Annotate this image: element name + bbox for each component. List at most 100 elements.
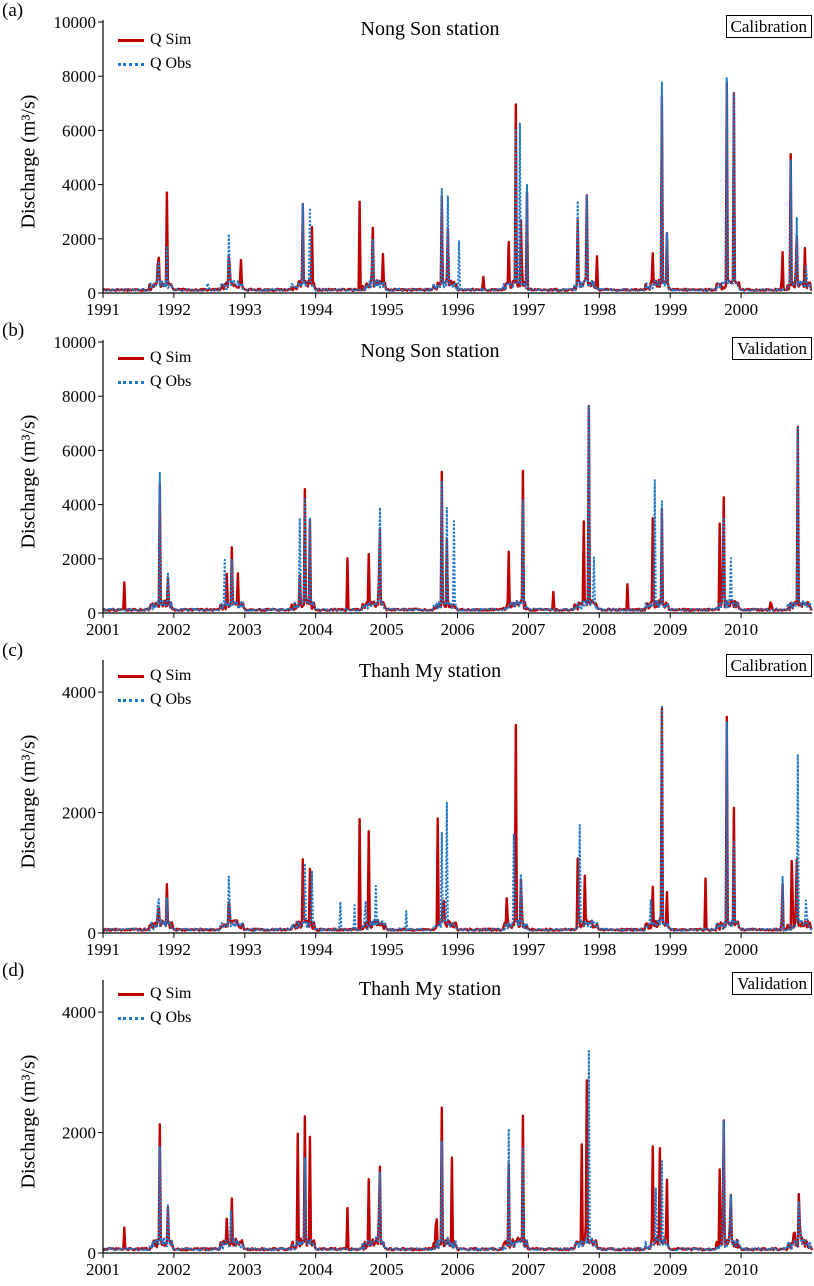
x-tick-label: 2003 bbox=[228, 1260, 262, 1278]
x-tick-label: 2007 bbox=[511, 620, 546, 638]
sim-series-line bbox=[102, 707, 813, 932]
x-tick-label: 1995 bbox=[370, 300, 404, 318]
y-tick-label: 10000 bbox=[54, 13, 97, 32]
y-tick-label: 4000 bbox=[62, 683, 96, 702]
legend-item-sim: Q Sim bbox=[118, 982, 191, 1006]
sim-series-line bbox=[102, 404, 813, 612]
y-tick-label: 2000 bbox=[62, 1124, 96, 1143]
y-tick-label: 0 bbox=[88, 924, 97, 943]
y-tick-label: 6000 bbox=[62, 441, 96, 460]
sim-line-swatch bbox=[118, 38, 144, 42]
legend-item-obs: Q Obs bbox=[118, 1006, 191, 1030]
x-tick-label: 2000 bbox=[724, 940, 758, 958]
panel-label: (c) bbox=[2, 640, 24, 661]
period-box: Calibration bbox=[725, 654, 812, 677]
x-tick-label: 1999 bbox=[653, 940, 687, 958]
y-axis-label: Discharge (m³/s) bbox=[17, 1054, 40, 1189]
y-tick-label: 8000 bbox=[62, 387, 96, 406]
y-tick-label: 4000 bbox=[62, 176, 96, 195]
x-tick-label: 2007 bbox=[511, 1260, 546, 1278]
x-tick-label: 1992 bbox=[157, 300, 191, 318]
panel-c: 0 2000 4000 1991 1992 1993 1994 1995 1996 1997 199… bbox=[0, 640, 814, 958]
legend-item-obs: Q Obs bbox=[118, 52, 191, 76]
x-tick-label: 2005 bbox=[370, 1260, 404, 1278]
legend-sim-label: Q Sim bbox=[150, 31, 192, 48]
x-tick-label: 2004 bbox=[299, 620, 334, 638]
x-tick-label: 2010 bbox=[724, 1260, 758, 1278]
x-tick-label: 2008 bbox=[582, 620, 616, 638]
obs-line-swatch bbox=[118, 62, 144, 66]
plot-area: 0 2000 4000 6000 8000 10000 2001 2002 2003 2004 20… bbox=[54, 333, 813, 638]
obs-line-swatch bbox=[118, 698, 144, 702]
x-tick-label: 2003 bbox=[228, 620, 262, 638]
legend: Q Sim Q Obs bbox=[118, 28, 191, 76]
x-tick-label: 1994 bbox=[299, 300, 334, 318]
x-tick-label: 1996 bbox=[441, 940, 475, 958]
panel-label: (d) bbox=[2, 960, 25, 981]
period-box: Calibration bbox=[725, 15, 812, 38]
x-tick-label: 2002 bbox=[157, 620, 191, 638]
x-tick-label: 1993 bbox=[228, 940, 262, 958]
x-tick-label: 2001 bbox=[86, 620, 120, 638]
y-tick-label: 8000 bbox=[62, 67, 96, 86]
x-tick-label: 1991 bbox=[86, 300, 120, 318]
legend-obs-label: Q Obs bbox=[150, 373, 192, 390]
legend-sim-label: Q Sim bbox=[150, 667, 192, 684]
x-tick-label: 1997 bbox=[511, 940, 546, 958]
panel-label: (a) bbox=[2, 0, 24, 21]
x-tick-label: 1998 bbox=[582, 300, 616, 318]
legend-item-obs: Q Obs bbox=[118, 370, 191, 394]
sim-series-line bbox=[102, 80, 813, 292]
x-tick-label: 1992 bbox=[157, 940, 191, 958]
x-tick-label: 2004 bbox=[299, 1260, 334, 1278]
plot-area: 0 2000 4000 2001 2002 2003 2004 2005 2006 2007 200… bbox=[62, 980, 814, 1278]
x-tick-label: 1998 bbox=[582, 940, 616, 958]
obs-series-line bbox=[102, 404, 813, 612]
x-tick-label: 1994 bbox=[299, 940, 334, 958]
x-tick-label: 1993 bbox=[228, 300, 262, 318]
x-tick-label: 2000 bbox=[724, 300, 758, 318]
panel-b: 0 2000 4000 6000 8000 10000 2001 2002 2003 2004 20… bbox=[0, 320, 814, 638]
legend-sim-label: Q Sim bbox=[150, 985, 192, 1002]
obs-line-swatch bbox=[118, 1016, 144, 1020]
x-tick-label: 2009 bbox=[653, 1260, 687, 1278]
x-tick-label: 2009 bbox=[653, 620, 687, 638]
y-axis-label: Discharge (m³/s) bbox=[17, 734, 40, 869]
x-tick-label: 2002 bbox=[157, 1260, 191, 1278]
station-title: Thanh My station bbox=[358, 660, 502, 682]
x-tick-label: 2010 bbox=[724, 620, 758, 638]
panel-d: 0 2000 4000 2001 2002 2003 2004 2005 2006 2007 200… bbox=[0, 960, 814, 1278]
legend-obs-label: Q Obs bbox=[150, 691, 192, 708]
period-box: Validation bbox=[732, 337, 812, 360]
x-tick-label: 1995 bbox=[370, 940, 404, 958]
obs-series-line bbox=[102, 76, 813, 292]
legend: Q Sim Q Obs bbox=[118, 664, 191, 712]
period-box: Validation bbox=[732, 972, 812, 995]
obs-series-line bbox=[102, 1049, 813, 1252]
x-tick-label: 2008 bbox=[582, 1260, 616, 1278]
y-axis-label: Discharge (m³/s) bbox=[17, 94, 40, 229]
y-tick-label: 0 bbox=[88, 284, 97, 303]
legend-obs-label: Q Obs bbox=[150, 55, 192, 72]
legend-obs-label: Q Obs bbox=[150, 1009, 192, 1026]
legend-item-obs: Q Obs bbox=[118, 688, 191, 712]
legend-item-sim: Q Sim bbox=[118, 664, 191, 688]
y-tick-label: 0 bbox=[88, 604, 97, 623]
y-tick-label: 4000 bbox=[62, 496, 96, 515]
y-tick-label: 2000 bbox=[62, 550, 96, 569]
legend: Q Sim Q Obs bbox=[118, 982, 191, 1030]
legend: Q Sim Q Obs bbox=[118, 346, 191, 394]
x-tick-label: 1997 bbox=[511, 300, 546, 318]
x-tick-label: 1996 bbox=[441, 300, 475, 318]
obs-series-line bbox=[102, 704, 813, 932]
x-tick-label: 2001 bbox=[86, 1260, 120, 1278]
y-tick-label: 6000 bbox=[62, 121, 96, 140]
legend-item-sim: Q Sim bbox=[118, 346, 191, 370]
y-tick-label: 2000 bbox=[62, 230, 96, 249]
y-tick-label: 10000 bbox=[54, 333, 97, 352]
sim-series-line bbox=[102, 1079, 814, 1252]
legend-item-sim: Q Sim bbox=[118, 28, 191, 52]
plot-area: 0 2000 4000 1991 1992 1993 1994 1995 1996 1997 199… bbox=[62, 660, 813, 958]
plot-area: 0 2000 4000 6000 8000 10000 1991 1992 1993 1994 19… bbox=[54, 13, 813, 318]
y-tick-label: 2000 bbox=[62, 804, 96, 823]
